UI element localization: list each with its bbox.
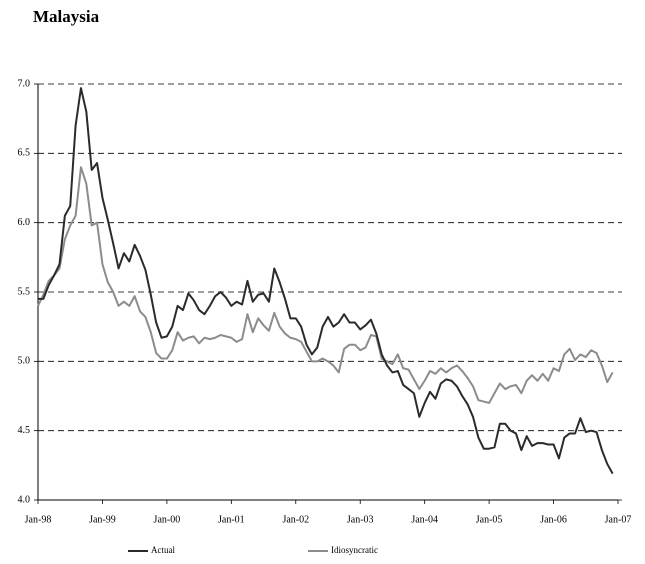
legend-label: Idiosyncratic xyxy=(331,545,378,555)
x-tick-label: Jan-04 xyxy=(411,514,438,525)
y-tick-label: 6.0 xyxy=(18,217,31,228)
series-line xyxy=(37,166,614,404)
y-tick-label: 4.0 xyxy=(18,494,31,505)
chart-title: Malaysia xyxy=(33,7,100,26)
x-tick-label: Jan-99 xyxy=(89,514,116,525)
x-tick-label: Jan-01 xyxy=(218,514,245,525)
x-tick-label: Jan-00 xyxy=(154,514,181,525)
x-tick-label: Jan-02 xyxy=(282,514,309,525)
series-line xyxy=(38,87,614,475)
x-tick-label: Jan-03 xyxy=(347,514,374,525)
x-tick-label: Jan-05 xyxy=(476,514,503,525)
x-tick-label: Jan-98 xyxy=(25,514,52,525)
y-tick-label: 5.5 xyxy=(18,286,31,297)
y-tick-label: 7.0 xyxy=(18,78,31,89)
x-tick-label: Jan-07 xyxy=(605,514,632,525)
y-tick-label: 4.5 xyxy=(18,425,31,436)
y-tick-label: 6.5 xyxy=(18,148,31,159)
legend-label: Actual xyxy=(151,545,175,555)
x-tick-label: Jan-06 xyxy=(540,514,567,525)
y-tick-label: 5.0 xyxy=(18,356,31,367)
